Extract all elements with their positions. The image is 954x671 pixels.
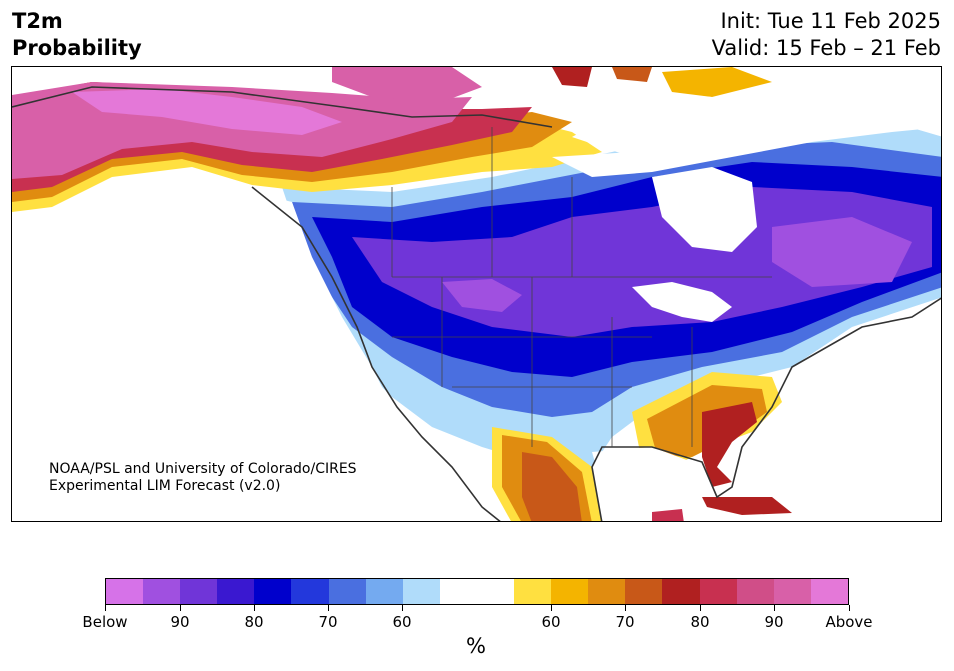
- region-neutral-north: [552, 107, 941, 177]
- region-purple: [442, 279, 522, 312]
- ocean-pacific: [12, 185, 490, 521]
- colorbar-segment: [180, 579, 218, 604]
- credit-line-2: Experimental LIM Forecast (v2.0): [49, 478, 281, 494]
- colorbar-unit: %: [466, 634, 486, 658]
- region-pink: [72, 89, 342, 135]
- colorbar-tick-label: Above: [825, 613, 873, 631]
- colorbar-segment: [291, 579, 329, 604]
- colorbar-tick: [401, 605, 403, 611]
- colorbar-tick: [848, 605, 850, 611]
- colorbar-tick-label: Below: [82, 613, 128, 631]
- colorbar-tick-label: 70: [615, 613, 635, 631]
- region-se-red: [702, 402, 757, 487]
- init-date: Init: Tue 11 Feb 2025: [720, 9, 941, 33]
- colorbar-tick-label: 60: [541, 613, 561, 631]
- colorbar-segment: [736, 579, 774, 604]
- colorbar-segment: [588, 579, 626, 604]
- colorbar-tick-label: 80: [690, 613, 710, 631]
- region-caribbean: [652, 509, 684, 521]
- colorbar-segment: [254, 579, 292, 604]
- ocean-gulf: [592, 447, 702, 507]
- colorbar: [105, 578, 849, 605]
- colorbar-tick: [104, 605, 106, 611]
- valid-date: Valid: 15 Feb – 21 Feb: [711, 36, 941, 60]
- region-neutral-east: [572, 92, 732, 157]
- colorbar-tick: [699, 605, 701, 611]
- colorbar-segment: [699, 579, 737, 604]
- colorbar-tick: [624, 605, 626, 611]
- colorbar-tick-label: 90: [764, 613, 784, 631]
- colorbar-segment: [662, 579, 700, 604]
- region-top-yellow: [662, 67, 772, 97]
- hudson-bay: [652, 167, 757, 252]
- colorbar-segment: [514, 579, 552, 604]
- region-cuba: [702, 497, 792, 515]
- coastline: [12, 86, 941, 521]
- forecast-dates: Init: Tue 11 Feb 2025 Valid: 15 Feb – 21…: [712, 8, 941, 62]
- probability-map: [12, 67, 941, 521]
- colorbar-tick-label: 80: [244, 613, 264, 631]
- colorbar-tick-label: 60: [392, 613, 412, 631]
- great-lakes: [632, 282, 732, 322]
- colorbar-segment: [402, 579, 440, 604]
- colorbar-tick: [179, 605, 181, 611]
- colorbar-segment: [625, 579, 663, 604]
- colorbar-segment: [143, 579, 181, 604]
- colorbar-segment: [328, 579, 366, 604]
- colorbar-tick-label: 70: [318, 613, 338, 631]
- colorbar-segment: [773, 579, 811, 604]
- colorbar-segment: [439, 579, 477, 604]
- colorbar-tick: [773, 605, 775, 611]
- colorbar-segment: [476, 579, 515, 604]
- colorbar-segment: [365, 579, 403, 604]
- map-panel: [11, 66, 942, 522]
- chart-title: T2m Probability: [12, 8, 142, 62]
- region-top-orange: [612, 67, 652, 82]
- colorbar-tick: [327, 605, 329, 611]
- colorbar-segment: [217, 579, 255, 604]
- region-top-red: [552, 67, 592, 87]
- credit-text: NOAA/PSL and University of Colorado/CIRE…: [49, 461, 357, 495]
- region-top-pink: [332, 67, 482, 102]
- colorbar-tick: [550, 605, 552, 611]
- credit-line-1: NOAA/PSL and University of Colorado/CIRE…: [49, 461, 357, 477]
- product-label: Probability: [12, 36, 142, 60]
- colorbar-segment: [106, 579, 144, 604]
- variable-label: T2m: [12, 9, 63, 33]
- colorbar-segment: [810, 579, 848, 604]
- colorbar-tick: [253, 605, 255, 611]
- colorbar-tick-label: 90: [170, 613, 190, 631]
- region-mx-red: [522, 452, 582, 521]
- colorbar-segment: [551, 579, 589, 604]
- state-borders: [391, 127, 772, 447]
- region-purple-east: [772, 217, 912, 287]
